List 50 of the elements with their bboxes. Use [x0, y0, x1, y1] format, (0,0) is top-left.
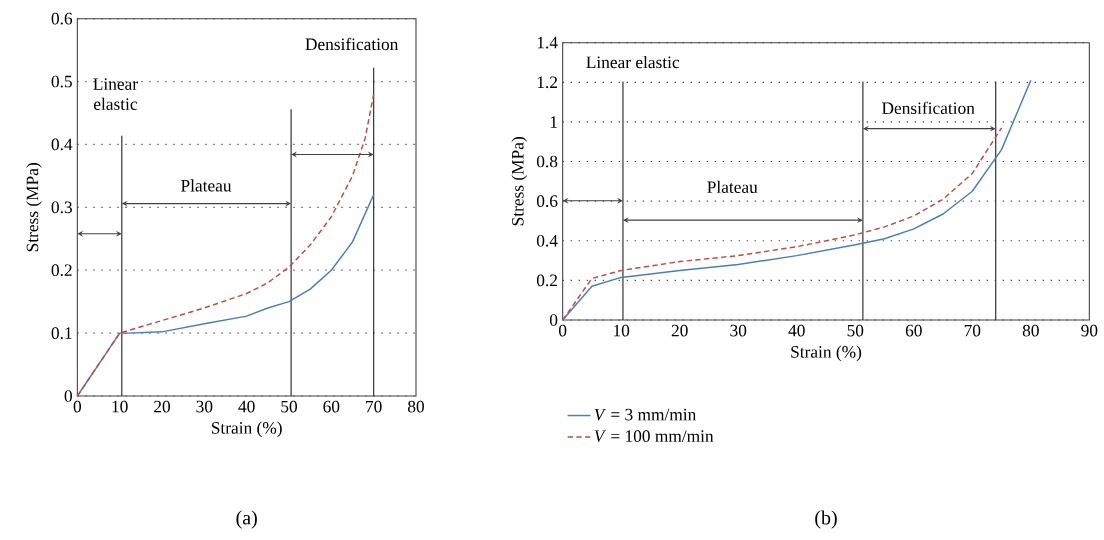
- annotation: Linear elastic: [586, 55, 680, 69]
- y-tick-label: 0.2: [536, 274, 558, 287]
- x-axis-title: Strain (%): [211, 421, 282, 438]
- x-tick-label: 30: [730, 324, 747, 337]
- x-tick-label: 0: [559, 324, 567, 337]
- x-tick-label: 50: [281, 400, 297, 413]
- y-tick-label: 0.4: [51, 138, 73, 151]
- x-tick-label: 40: [238, 400, 255, 413]
- y-tick-label: 0: [549, 314, 558, 326]
- line-series: [76, 93, 375, 397]
- text: (a): [236, 510, 257, 529]
- x-tick-label: 10: [112, 400, 128, 413]
- y-axis-title: Stress (MPa): [511, 137, 528, 226]
- x-tick-label: 50: [847, 324, 864, 337]
- x-tick-label: 70: [366, 400, 382, 413]
- x-tick-label: 30: [196, 400, 213, 413]
- y-tick-label: 1.4: [537, 36, 558, 49]
- annotation: Densification: [305, 37, 399, 51]
- x-tick-label: 90: [1081, 324, 1098, 337]
- annotation: Plateau: [181, 179, 232, 192]
- x-tick-label: 60: [323, 400, 340, 413]
- x-axis-title: Strain (%): [791, 345, 862, 362]
- x-tick-label: 0: [73, 400, 82, 413]
- y-tick-label: 0.5: [51, 75, 72, 88]
- y-tick-label: 0.4: [536, 234, 558, 247]
- y-tick-label: 1: [550, 116, 557, 128]
- y-axis-title: Stress (MPa): [26, 163, 42, 252]
- legend-label: V = 100 mm/min: [594, 430, 714, 443]
- x-tick-label: 10: [614, 324, 630, 337]
- x-tick-label: 20: [154, 400, 171, 413]
- x-tick-label: 80: [1022, 324, 1039, 337]
- x-tick-label: 20: [671, 324, 688, 337]
- y-tick-label: 0.8: [536, 155, 558, 168]
- line-series: [561, 127, 1003, 321]
- y-tick-label: 0.6: [536, 195, 558, 208]
- legend-label: V = 3 mm/min: [594, 408, 697, 421]
- annotation: Linear elastic: [93, 78, 138, 110]
- annotation: Plateau: [707, 180, 758, 193]
- x-tick-label: 80: [407, 400, 424, 413]
- x-tick-label: 60: [905, 324, 922, 337]
- y-tick-label: 0.3: [51, 201, 72, 214]
- x-tick-label: 70: [964, 324, 981, 337]
- text: (b): [815, 510, 837, 529]
- y-tick-label: 0.2: [51, 264, 72, 277]
- y-tick-label: 0.1: [51, 327, 72, 339]
- y-tick-label: 0: [64, 390, 72, 402]
- y-tick-label: 0.6: [51, 12, 73, 25]
- y-tick-label: 1.2: [537, 76, 558, 89]
- x-tick-label: 40: [788, 324, 805, 337]
- annotation: Densification: [881, 101, 975, 115]
